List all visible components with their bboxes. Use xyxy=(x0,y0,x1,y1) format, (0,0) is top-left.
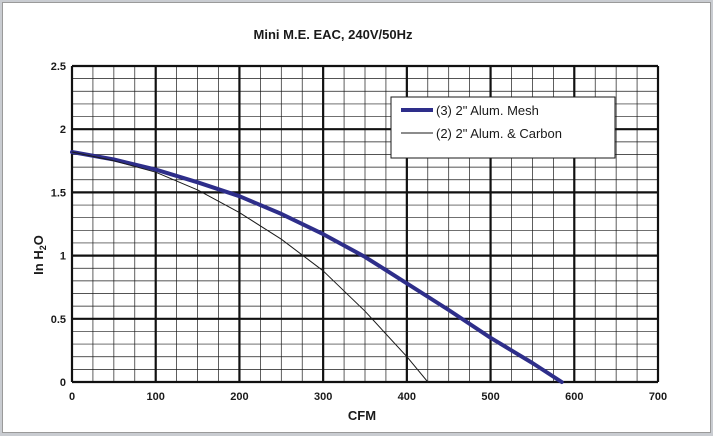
legend-label-carbon: (2) 2" Alum. & Carbon xyxy=(436,126,562,141)
y-axis-label: In H2O xyxy=(31,235,48,275)
x-tick-label: 300 xyxy=(314,391,332,403)
legend-box xyxy=(390,96,616,159)
y-axis-label-subscript: 2 xyxy=(38,245,48,250)
x-tick-label: 100 xyxy=(147,391,165,403)
y-tick-label: 0 xyxy=(60,377,66,389)
x-tick-label: 400 xyxy=(398,391,416,403)
chart-title: Mini M.E. EAC, 240V/50Hz xyxy=(254,27,413,42)
y-tick-label: 2.5 xyxy=(51,61,66,73)
y-tick-label: 0.5 xyxy=(51,314,66,326)
y-tick-label: 1.5 xyxy=(51,187,66,199)
y-tick-label: 2 xyxy=(60,124,66,136)
x-tick-label: 0 xyxy=(69,391,75,403)
y-tick-label: 1 xyxy=(60,251,66,263)
x-tick-label: 700 xyxy=(649,391,667,403)
y-axis-label-main: In H xyxy=(31,250,46,275)
x-tick-label: 200 xyxy=(230,391,248,403)
y-axis-label-tail: O xyxy=(31,235,46,245)
x-axis-label: CFM xyxy=(348,408,376,423)
legend: (3) 2" Alum. Mesh (2) 2" Alum. & Carbon xyxy=(390,96,616,159)
series-line-alum-carbon xyxy=(71,151,429,383)
x-tick-label: 500 xyxy=(481,391,499,403)
pressure-curve-chart: Mini M.E. EAC, 240V/50Hz 0 100 200 300 400 50… xyxy=(31,27,667,423)
legend-label-mesh: (3) 2" Alum. Mesh xyxy=(436,103,539,118)
tick-labels: 0 100 200 300 400 500 600 700 0 0.5 1 1.5 2 2.5 xyxy=(51,61,667,403)
series-lines xyxy=(70,150,564,384)
x-tick-label: 600 xyxy=(565,391,583,403)
series-line-alum-mesh xyxy=(70,150,564,384)
